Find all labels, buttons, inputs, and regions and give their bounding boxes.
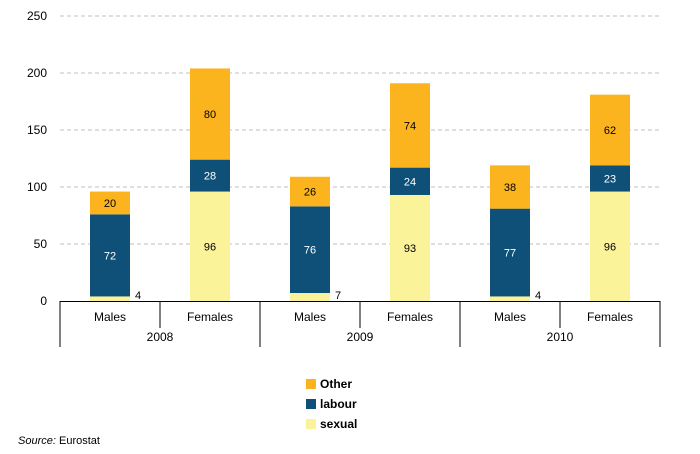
bar-segment-sexual: [590, 191, 630, 301]
bar-segment-other: [90, 191, 130, 215]
gridlines: [60, 15, 660, 245]
bar-segment-labour: [590, 165, 630, 192]
bar-segment-sexual: [390, 194, 430, 301]
data-label: 77: [504, 248, 516, 260]
bar-segment-other: [190, 68, 230, 160]
x-tick-label: Females: [387, 310, 433, 324]
data-label: 74: [404, 120, 416, 132]
bars: 4 72 20 96 28 80 7 76 26 93 24 74 4 77 38 96 23 62: [90, 68, 630, 302]
bar-segment-labour: [490, 208, 530, 297]
bar-segment-sexual: [90, 296, 130, 301]
legend: Other labour sexual: [306, 374, 357, 434]
bar-segment-sexual: [190, 191, 230, 301]
legend-item-other: Other: [306, 374, 357, 394]
group-label: 2008: [147, 330, 174, 344]
data-label: 96: [604, 241, 616, 253]
data-label: 62: [604, 125, 616, 137]
data-label: 80: [204, 109, 216, 121]
data-label: 4: [135, 290, 141, 302]
data-label: 96: [204, 241, 216, 253]
y-tick-label: 0: [40, 294, 47, 308]
data-label: 20: [104, 198, 116, 210]
data-label: 76: [304, 245, 316, 257]
source-note: Source: Eurostat: [18, 435, 100, 447]
legend-label-labour: labour: [320, 397, 357, 411]
group-label: 2009: [347, 330, 374, 344]
data-label: 93: [404, 243, 416, 255]
legend-label-sexual: sexual: [320, 417, 358, 431]
bar-segment-labour: [90, 214, 130, 297]
bar-segment-sexual: [290, 293, 330, 301]
data-label: 28: [204, 171, 216, 183]
y-tick-label: 150: [27, 123, 47, 137]
data-label: 23: [604, 173, 616, 185]
group-label: 2010: [547, 330, 574, 344]
bar-segment-labour: [390, 167, 430, 195]
x-tick-label: Males: [294, 310, 326, 324]
bar-segment-other: [290, 176, 330, 207]
y-tick-label: 50: [34, 237, 48, 251]
source-label: Source:: [18, 435, 56, 447]
legend-item-labour: labour: [306, 394, 357, 414]
y-axis: 0 50 100 150 200 250: [27, 9, 47, 308]
y-tick-label: 200: [27, 66, 47, 80]
x-tick-label: Males: [494, 310, 526, 324]
bar-segment-other: [590, 94, 630, 166]
bar-segment-sexual: [490, 296, 530, 301]
source-text: Eurostat: [58, 435, 100, 447]
legend-swatch-other: [306, 379, 316, 389]
x-tick-label: Males: [94, 310, 126, 324]
bar-segment-labour: [290, 206, 330, 294]
data-label: 26: [304, 187, 316, 199]
legend-swatch-sexual: [306, 419, 316, 429]
y-tick-label: 100: [27, 180, 47, 194]
data-label: 4: [535, 290, 541, 302]
stacked-bar-chart: 0 50 100 150 200 250 4 72 20 96 28 80 7 76 26 93 24 74 4 7…: [27, 9, 661, 347]
y-tick-label: 250: [27, 9, 47, 23]
x-axis: Males Females Males Females Males Females 2008…: [59, 301, 661, 347]
x-tick-label: Females: [587, 310, 633, 324]
data-label: 24: [404, 176, 416, 188]
legend-label-other: Other: [320, 377, 353, 391]
data-label: 72: [104, 250, 116, 262]
bar-segment-labour: [190, 159, 230, 192]
legend-swatch-labour: [306, 399, 316, 409]
data-label: 38: [504, 182, 516, 194]
x-tick-label: Females: [187, 310, 233, 324]
bar-segment-other: [490, 165, 530, 209]
bar-segment-other: [390, 83, 430, 168]
data-label: 7: [335, 290, 341, 302]
legend-item-sexual: sexual: [306, 414, 357, 434]
